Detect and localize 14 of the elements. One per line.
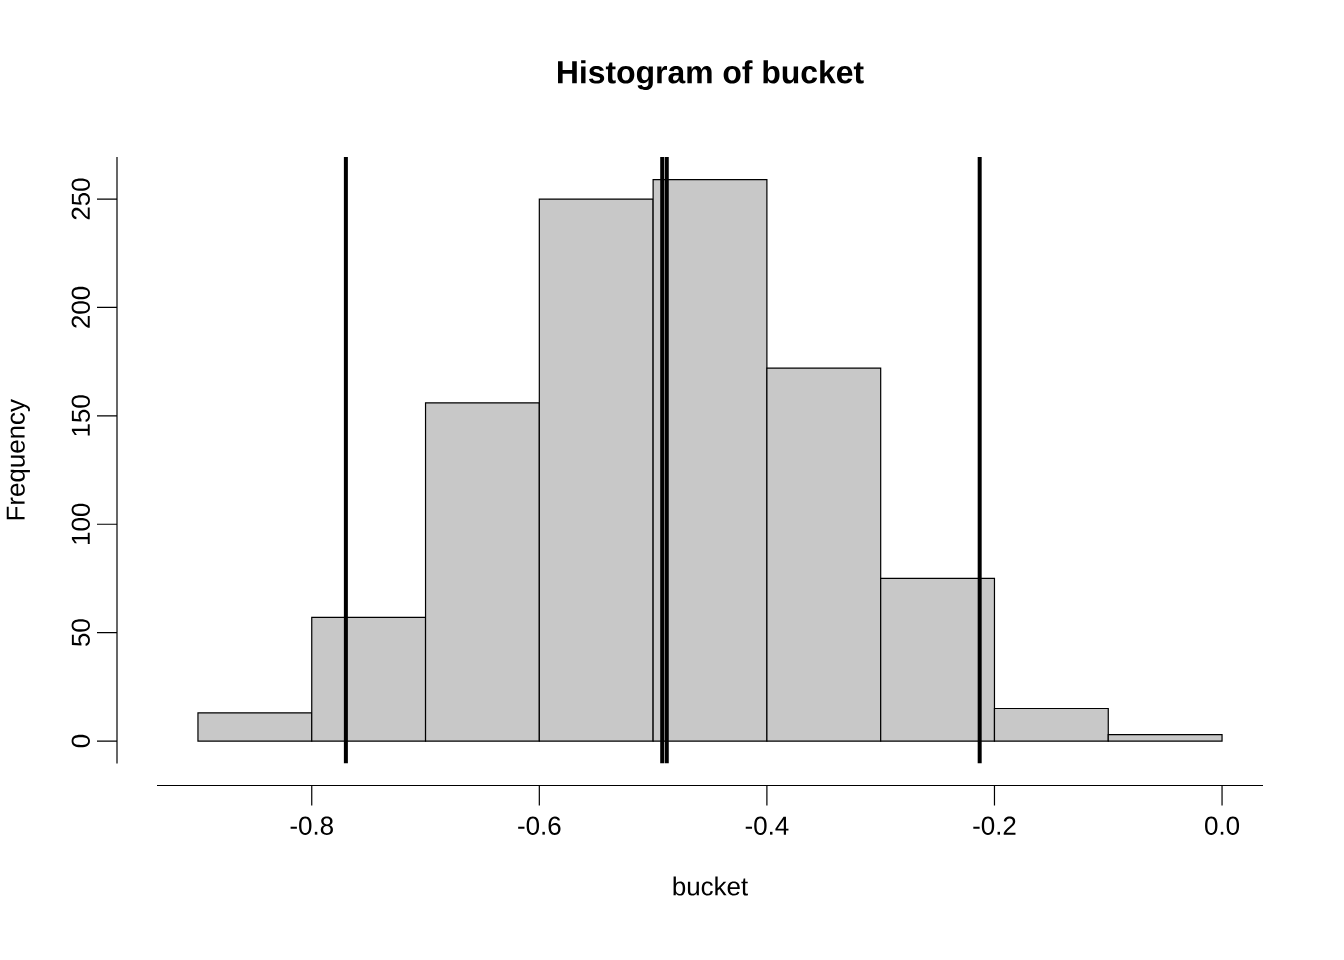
- x-tick-label: -0.4: [745, 816, 789, 835]
- y-tick-label: 200: [71, 286, 90, 328]
- x-tick-label: -0.6: [518, 816, 561, 835]
- y-tick-label: 250: [71, 178, 90, 220]
- y-axis-title: Frequency: [6, 399, 30, 520]
- y-tick-label: 0: [71, 734, 90, 748]
- x-tick-label: 0.0: [1205, 816, 1240, 835]
- y-tick-label: 50: [71, 619, 90, 647]
- x-axis-title: bucket: [673, 876, 748, 896]
- y-tick-label: 100: [71, 503, 90, 544]
- chart-title: Histogram of bucket: [558, 60, 864, 90]
- y-tick-label: 150: [71, 395, 90, 436]
- x-tick-label: -0.8: [290, 816, 333, 835]
- x-tick-label: -0.2: [973, 816, 1016, 835]
